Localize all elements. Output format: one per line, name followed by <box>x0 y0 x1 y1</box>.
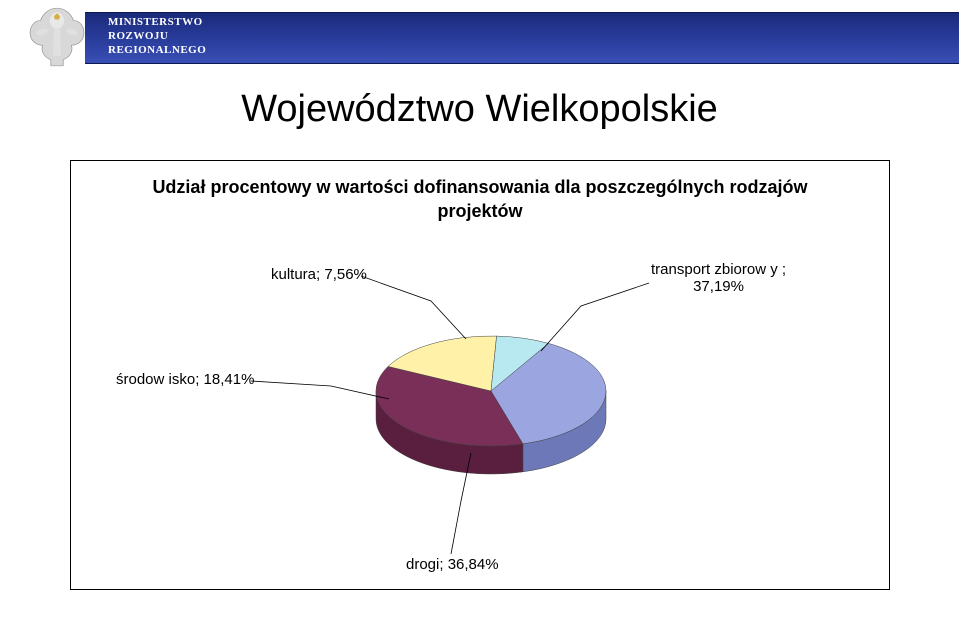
header-bar: MINISTERSTWO ROZWOJU REGIONALNEGO <box>0 0 959 70</box>
ministry-line2: ROZWOJU <box>108 29 206 43</box>
eagle-emblem-icon <box>26 4 88 70</box>
header-band <box>85 12 959 64</box>
leader-lines <box>71 161 891 591</box>
ministry-line3: REGIONALNEGO <box>108 43 206 57</box>
ministry-line1: MINISTERSTWO <box>108 15 206 29</box>
ministry-name: MINISTERSTWO ROZWOJU REGIONALNEGO <box>108 15 206 57</box>
chart-container: Udział procentowy w wartości dofinansowa… <box>70 160 890 590</box>
page-title: Województwo Wielkopolskie <box>0 88 959 131</box>
